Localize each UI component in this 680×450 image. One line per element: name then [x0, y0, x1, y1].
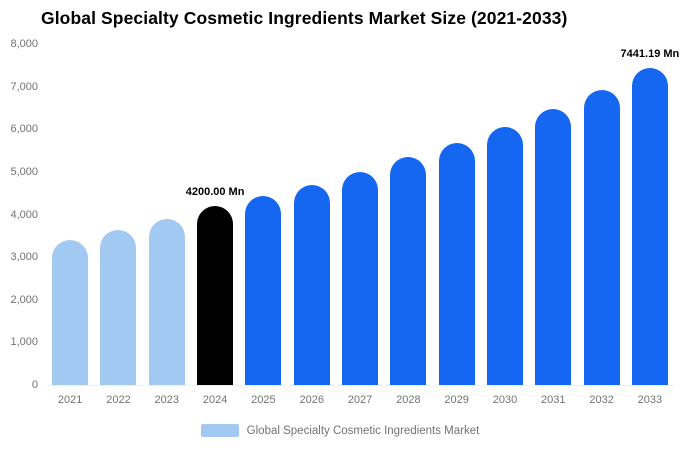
x-tick-label: 2030	[492, 394, 518, 406]
bar-2028[interactable]	[390, 156, 427, 385]
bar-2021[interactable]	[52, 240, 89, 385]
bar-column	[143, 44, 191, 385]
bar-column	[433, 44, 481, 385]
y-tick-label: 3,000	[10, 251, 38, 264]
x-tick-label: 2033	[637, 394, 663, 406]
x-tick-label: 2027	[347, 394, 373, 406]
bar-2032[interactable]	[583, 90, 620, 385]
bar-column	[384, 44, 432, 385]
y-tick-label: 2,000	[10, 293, 38, 306]
legend-item[interactable]: Global Specialty Cosmetic Ingredients Ma…	[0, 424, 680, 437]
x-tick-label: 2028	[396, 394, 421, 406]
bar-2024[interactable]	[197, 205, 234, 385]
x-tick-label: 2023	[154, 394, 180, 406]
y-tick-label: 8,000	[10, 38, 38, 50]
bar-2030[interactable]	[486, 127, 523, 385]
bar-column	[94, 44, 142, 385]
bar-2027[interactable]	[342, 171, 379, 385]
y-tick-label: 0	[31, 379, 38, 391]
bar-column: 7441.19 Mn	[621, 44, 679, 385]
y-axis: 0 1,000 2,000 3,000 4,000 5,000 6,000 7,000 8,00…	[0, 38, 38, 391]
x-tick-label: 2021	[57, 394, 83, 406]
y-tick-label: 4,000	[10, 208, 38, 221]
x-tick-label: 2022	[106, 394, 131, 406]
x-tick-label: 2029	[444, 394, 469, 406]
bar-2025[interactable]	[245, 196, 282, 385]
bar-2023[interactable]	[148, 219, 185, 385]
y-tick-label: 7,000	[10, 80, 38, 93]
y-tick-label: 5,000	[10, 165, 38, 178]
bar-column	[288, 44, 336, 385]
chart-title: Global Specialty Cosmetic Ingredients Ma…	[41, 8, 568, 28]
bar-column	[336, 44, 384, 385]
bar-2031[interactable]	[535, 108, 572, 385]
bar-column	[481, 44, 529, 385]
legend-label: Global Specialty Cosmetic Ingredients Ma…	[246, 424, 480, 437]
y-tick-label: 6,000	[10, 123, 38, 136]
bar-column	[529, 44, 577, 385]
x-tick-label: 2024	[202, 394, 228, 406]
plot-area: 4200.00 Mn 7441.19 Mn	[46, 44, 679, 386]
x-tick-label: 2031	[541, 394, 566, 406]
y-tick-label: 1,000	[10, 336, 38, 349]
bar-column	[46, 44, 94, 385]
bar-column	[239, 44, 287, 385]
x-tick-label: 2032	[589, 394, 614, 406]
bar-2029[interactable]	[438, 142, 475, 385]
bar-column	[577, 44, 625, 385]
bar-2022[interactable]	[100, 230, 137, 385]
x-tick-label: 2026	[299, 394, 324, 406]
bar-2026[interactable]	[293, 184, 330, 385]
legend-swatch	[200, 424, 239, 437]
x-axis: 2021 2022 2023 2024 2025 2026 2027 2028 2029 2030…	[46, 394, 674, 406]
bar-column: 4200.00 Mn	[186, 44, 244, 385]
data-label-2024: 4200.00 Mn	[185, 185, 245, 198]
data-label-2033: 7441.19 Mn	[620, 47, 680, 60]
x-tick-label: 2025	[251, 394, 276, 406]
bar-2033[interactable]	[631, 67, 668, 385]
